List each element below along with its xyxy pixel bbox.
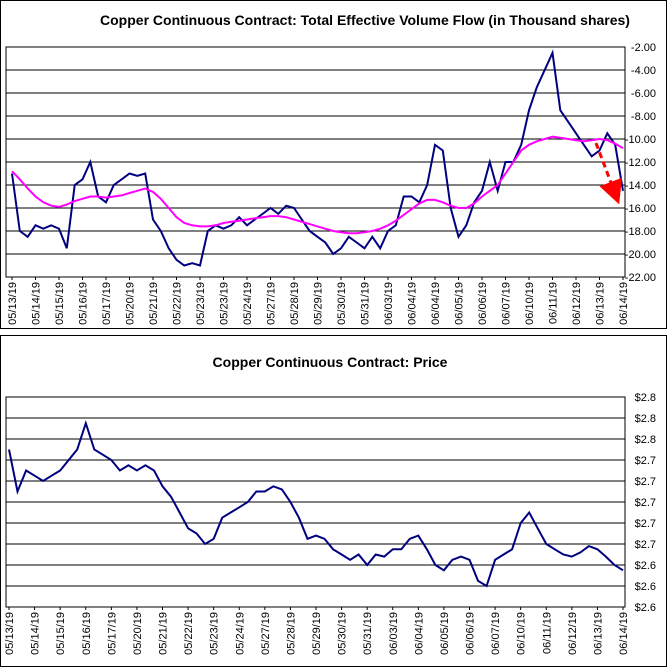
y-tick-label: -14.00: [625, 180, 656, 192]
y-tick-label: $2.7: [635, 539, 656, 551]
x-tick-label: 05/29/19: [313, 282, 325, 325]
y-tick-label: $2.7: [635, 497, 656, 509]
x-tick-label: 05/17/19: [101, 282, 113, 325]
y-tick-label: -6.00: [631, 88, 656, 100]
x-tick-label: 05/14/19: [31, 282, 43, 325]
x-tick-label: 06/06/19: [465, 612, 477, 655]
x-tick-label: 05/30/19: [337, 612, 349, 655]
x-tick-label: 06/12/19: [571, 282, 583, 325]
x-tick-label: 06/03/19: [388, 612, 400, 655]
x-tick-label: 05/13/19: [7, 282, 19, 325]
x-tick-label: 05/13/19: [4, 612, 16, 655]
x-tick-label: 05/23/19: [209, 612, 221, 655]
x-tick-label: 06/06/19: [477, 282, 489, 325]
x-tick-label: 05/27/19: [260, 612, 272, 655]
y-tick-label: -20.00: [625, 249, 656, 261]
x-tick-label: 05/20/19: [125, 282, 137, 325]
x-tick-label: 05/27/19: [266, 282, 278, 325]
y-tick-label: -2.00: [631, 42, 656, 54]
x-tick-label: 06/14/19: [618, 612, 630, 655]
x-tick-label: 05/28/19: [285, 612, 297, 655]
x-tick-label: 05/22/19: [183, 612, 195, 655]
y-tick-label: -12.00: [625, 157, 656, 169]
y-tick-label: $2.6: [635, 581, 656, 593]
x-tick-label: 06/10/19: [524, 282, 536, 325]
x-tick-label: 06/14/19: [618, 282, 630, 325]
plots: -2.00 -4.00 -6.00 -8.00 -10.00 -12.00 -14.00 -1…: [4, 42, 656, 655]
series-line: [11, 49, 624, 267]
y-tick-label: -8.00: [631, 111, 656, 123]
x-tick-label: 05/14/19: [30, 612, 42, 655]
x-tick-label: 06/07/19: [501, 282, 513, 325]
x-tick-label: 06/10/19: [516, 612, 528, 655]
chart-title: Copper Continuous Contract: Total Effect…: [100, 12, 630, 28]
x-tick-label: 05/21/19: [148, 282, 160, 325]
x-tick-label: 05/29/19: [311, 612, 323, 655]
y-tick-label: $2.6: [635, 602, 656, 614]
x-tick-label: 05/28/19: [289, 282, 301, 325]
chart-title: Copper Continuous Contract: Price: [213, 354, 448, 370]
y-tick-label: -4.00: [631, 65, 656, 77]
x-tick-label: 06/11/19: [548, 282, 560, 324]
x-tick-label: 05/20/19: [132, 612, 144, 655]
x-tick-label: 05/15/19: [54, 282, 66, 325]
y-tick-label: $2.7: [635, 476, 656, 488]
x-tick-label: 05/23/19: [195, 282, 207, 325]
x-tick-label: 06/04/19: [430, 282, 442, 325]
x-tick-label: 05/31/19: [360, 282, 372, 325]
x-tick-label: 05/30/19: [336, 282, 348, 325]
x-tick-label: 06/04/19: [407, 282, 419, 325]
x-tick-label: 05/31/19: [362, 612, 374, 655]
x-tick-label: 06/12/19: [567, 612, 579, 655]
x-tick-label: 06/03/19: [383, 282, 395, 325]
y-tick-label: $2.8: [635, 413, 656, 425]
x-tick-label: 06/05/19: [454, 282, 466, 325]
series-line: [11, 135, 624, 235]
y-tick-label: -22.00: [625, 272, 656, 284]
x-tick-label: 06/11/19: [541, 612, 553, 654]
y-tick-label: -10.00: [625, 134, 656, 146]
x-tick-label: 06/13/19: [595, 282, 607, 325]
y-tick-label: $2.7: [635, 518, 656, 530]
y-tick-label: -18.00: [625, 226, 656, 238]
x-tick-label: 05/15/19: [55, 612, 67, 655]
x-tick-label: 05/23/19: [219, 282, 231, 325]
x-tick-label: 05/16/19: [78, 282, 90, 325]
x-tick-label: 05/17/19: [106, 612, 118, 655]
y-tick-label: $2.8: [635, 434, 656, 446]
x-tick-label: 05/24/19: [242, 282, 254, 325]
x-tick-label: 05/21/19: [158, 612, 170, 655]
x-tick-label: 05/22/19: [172, 282, 184, 325]
x-tick-label: 05/24/19: [234, 612, 246, 655]
x-tick-label: 06/04/19: [413, 612, 425, 655]
x-tick-label: 06/13/19: [592, 612, 604, 655]
y-tick-label: $2.7: [635, 455, 656, 467]
y-tick-label: $2.8: [635, 392, 656, 404]
series-line: [8, 419, 624, 588]
y-tick-label: $2.6: [635, 560, 656, 572]
x-tick-label: 06/07/19: [490, 612, 502, 655]
y-tick-label: -16.00: [625, 203, 656, 215]
x-tick-label: 05/16/19: [81, 612, 93, 655]
x-tick-label: 06/05/19: [439, 612, 451, 655]
